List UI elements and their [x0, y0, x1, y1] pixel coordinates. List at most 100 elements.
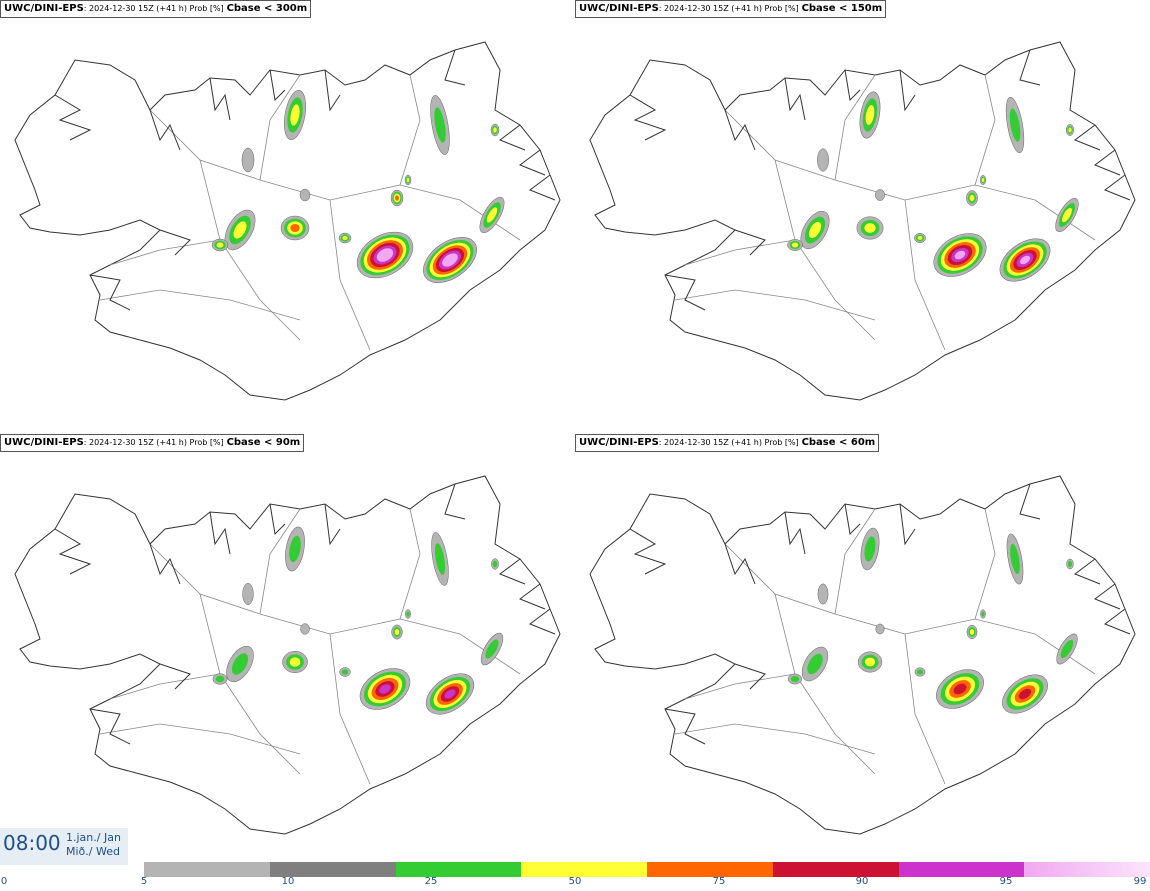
probability-area	[212, 673, 228, 685]
fjord-line	[1093, 149, 1121, 176]
region-boundary	[774, 159, 876, 341]
legend-swatch	[144, 862, 270, 877]
probability-area	[914, 667, 926, 677]
model-name: UWC/DINI-EPS	[4, 3, 84, 14]
probability-area	[1065, 124, 1075, 136]
run-info: : 2024-12-30 15Z (+41 h) Prob [%]	[83, 438, 224, 447]
probability-area	[875, 623, 885, 635]
fjord-line	[1073, 124, 1101, 151]
probability-area	[242, 583, 254, 605]
model-name: UWC/DINI-EPS	[579, 3, 659, 14]
probability-area	[801, 646, 829, 682]
map-panel-300m: UWC/DINI-EPS: 2024-12-30 15Z (+41 h) Pro…	[0, 0, 575, 430]
fjord-line	[784, 511, 806, 555]
panel-title: UWC/DINI-EPS: 2024-12-30 15Z (+41 h) Pro…	[575, 0, 887, 18]
fjord-line	[1073, 558, 1101, 585]
region-boundary	[974, 74, 996, 186]
iceland-map	[14, 41, 561, 401]
legend-tick: 75	[712, 876, 726, 887]
region-boundary	[199, 593, 301, 775]
region-boundary	[109, 239, 221, 266]
fjord-line	[1019, 483, 1041, 520]
fjord-line	[89, 274, 131, 311]
fjord-line	[1093, 583, 1121, 610]
region-boundary	[399, 74, 421, 186]
probability-area	[1066, 558, 1074, 570]
fjord-line	[844, 503, 861, 536]
legend-tick: 10	[281, 876, 295, 887]
probability-area	[404, 174, 412, 186]
probability-area	[787, 239, 803, 251]
legend-tick: 25	[424, 876, 438, 887]
region-boundary	[834, 508, 876, 615]
fjord-line	[444, 483, 466, 520]
region-boundary	[834, 74, 876, 181]
fjord-line	[1019, 49, 1041, 86]
color-legend	[144, 862, 1150, 877]
probability-area	[966, 190, 978, 206]
probability-area	[1005, 96, 1025, 154]
map-panel-60m: UWC/DINI-EPS: 2024-12-30 15Z (+41 h) Pro…	[575, 434, 1150, 864]
fjord-line	[664, 708, 706, 745]
probability-area	[430, 95, 450, 155]
fjord-line	[518, 149, 546, 176]
region-boundary	[329, 633, 371, 785]
probability-area	[425, 673, 475, 715]
region-boundary	[684, 673, 796, 700]
fjord-line	[269, 503, 286, 536]
threshold-label: Cbase < 90m	[226, 437, 301, 448]
probability-area	[299, 188, 311, 202]
fjord-line	[844, 69, 861, 102]
fjord-line	[664, 274, 706, 311]
region-boundary	[774, 593, 876, 775]
legend-swatch	[647, 862, 773, 877]
fjord-line	[54, 528, 92, 575]
probability-area	[817, 148, 829, 172]
fjord-line	[734, 663, 766, 690]
map-panel-90m: UWC/DINI-EPS: 2024-12-30 15Z (+41 h) Pro…	[0, 434, 575, 864]
fjord-line	[324, 69, 341, 112]
run-info: : 2024-12-30 15Z (+41 h) Prob [%]	[658, 438, 799, 447]
fjord-line	[528, 608, 556, 635]
probability-area	[875, 189, 885, 201]
threshold-label: Cbase < 150m	[801, 3, 883, 14]
fjord-line	[159, 663, 191, 690]
run-info: : 2024-12-30 15Z (+41 h) Prob [%]	[658, 4, 799, 13]
region-boundary	[399, 508, 421, 620]
probability-area	[859, 91, 881, 139]
map-panel-150m: UWC/DINI-EPS: 2024-12-30 15Z (+41 h) Pro…	[575, 0, 1150, 430]
threshold-label: Cbase < 300m	[226, 3, 308, 14]
region-boundary	[259, 508, 301, 615]
fjord-line	[1103, 174, 1131, 201]
legend-tick: 50	[568, 876, 582, 887]
probability-area	[405, 609, 411, 619]
probability-area	[359, 668, 411, 710]
probability-area	[817, 583, 829, 605]
region-boundary	[684, 239, 796, 266]
fjord-line	[269, 69, 286, 102]
legend-swatch	[1024, 862, 1150, 877]
probability-area	[966, 624, 978, 640]
probability-area	[933, 233, 987, 277]
region-boundary	[99, 289, 301, 321]
fjord-line	[149, 543, 181, 585]
iceland-map	[589, 41, 1136, 401]
legend-tick: 90	[855, 876, 869, 887]
probability-area	[1055, 198, 1079, 232]
fjord-line	[784, 77, 806, 121]
probability-area	[491, 558, 499, 570]
fjord-line	[444, 49, 466, 86]
fjord-line	[89, 708, 131, 745]
fjord-line	[209, 77, 231, 121]
region-boundary	[674, 289, 876, 321]
legend-swatch	[395, 862, 522, 877]
probability-area	[338, 232, 352, 244]
fjord-line	[899, 503, 916, 546]
region-boundary	[904, 633, 946, 785]
probability-area	[857, 651, 883, 673]
iceland-map	[14, 475, 561, 835]
probability-area	[1006, 533, 1024, 585]
probability-area	[339, 667, 351, 677]
probability-area	[300, 623, 310, 635]
probability-area	[224, 209, 256, 251]
